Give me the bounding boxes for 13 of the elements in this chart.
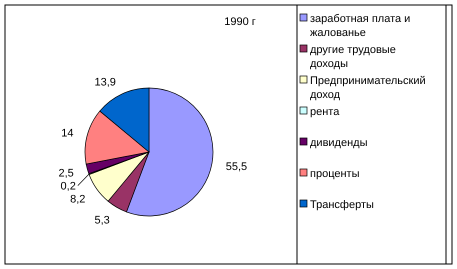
data-label: 13,9 [94,76,116,88]
legend-label: дивиденды [310,137,368,149]
data-label: 55,5 [226,160,248,173]
data-label: 0,2 [60,180,76,193]
data-label: 8,2 [70,194,86,206]
text: 1990 г [224,16,256,28]
legend-label: Трансферты [310,199,374,211]
data-label: 2,5 [58,168,74,180]
legend-label: другие трудовые доходы [310,44,396,70]
data-label: 5,3 [94,214,110,226]
data-label: 14 [61,128,74,140]
legend-label: рента [310,106,340,118]
legend-label: проценты [310,168,360,180]
